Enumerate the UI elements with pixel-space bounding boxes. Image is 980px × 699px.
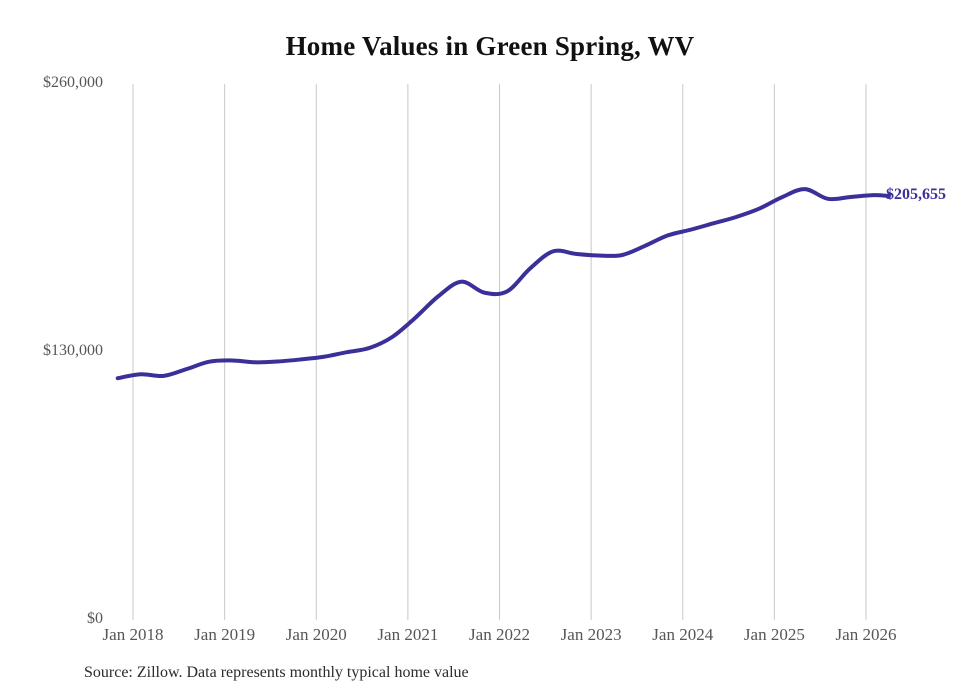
gridlines-group — [132, 84, 867, 620]
x-axis-tick-label: Jan 2019 — [194, 625, 256, 644]
x-axis-tick-label: Jan 2020 — [285, 625, 347, 644]
chart-title: Home Values in Green Spring, WV — [285, 31, 695, 61]
x-axis-tick-label: Jan 2025 — [743, 625, 805, 644]
x-axis-tick-label: Jan 2023 — [560, 625, 622, 644]
data-series-group — [115, 187, 891, 381]
x-axis-tick-label: Jan 2024 — [652, 625, 714, 644]
series-line — [115, 187, 891, 381]
x-axis-tick-label: Jan 2022 — [469, 625, 530, 644]
x-axis-tick-label: Jan 2026 — [835, 625, 897, 644]
y-axis-tick-label: $130,000 — [43, 342, 103, 359]
source-note: Source: Zillow. Data represents monthly … — [84, 664, 469, 681]
x-axis-tick-label: Jan 2021 — [377, 625, 439, 644]
y-axis-tick-label: $260,000 — [43, 74, 103, 91]
x-axis-tick-label: Jan 2018 — [102, 625, 164, 644]
end-value-label: $205,655 — [886, 186, 946, 204]
y-axis-tick-label: $0 — [87, 610, 103, 627]
